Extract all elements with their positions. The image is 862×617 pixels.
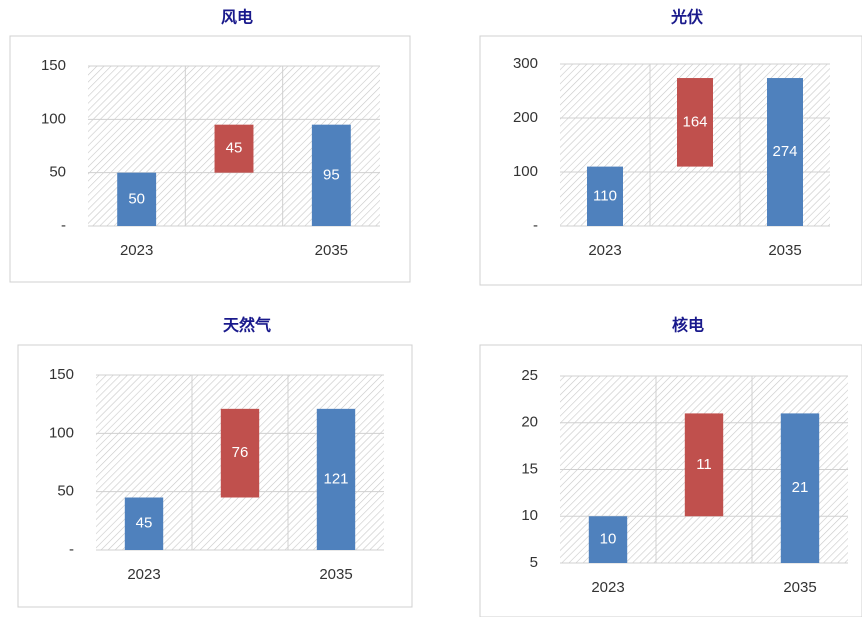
x-tick-label: 2035 bbox=[315, 242, 348, 259]
x-tick-label: 2035 bbox=[783, 579, 816, 596]
y-tick-label: 5 bbox=[530, 554, 538, 571]
bar bbox=[677, 78, 713, 167]
y-tick-label: 50 bbox=[49, 164, 66, 181]
bar bbox=[117, 172, 157, 226]
chart-title: 核电 bbox=[672, 316, 704, 335]
bar bbox=[588, 516, 628, 563]
x-tick-label: 2023 bbox=[127, 566, 160, 583]
y-tick-label: - bbox=[533, 217, 538, 234]
chart-title: 光伏 bbox=[670, 8, 703, 27]
y-tick-label: 150 bbox=[49, 366, 74, 383]
bar bbox=[684, 413, 724, 517]
data-label: 45 bbox=[136, 515, 153, 532]
x-tick-label: 2023 bbox=[591, 579, 624, 596]
y-tick-label: 100 bbox=[41, 110, 66, 127]
bar bbox=[587, 166, 623, 226]
y-tick-label: 100 bbox=[49, 424, 74, 441]
chart-frame bbox=[479, 35, 862, 286]
data-label: 274 bbox=[772, 143, 797, 160]
y-tick-label: 100 bbox=[513, 163, 538, 180]
x-tick-label: 2023 bbox=[120, 242, 153, 259]
y-tick-label: 300 bbox=[513, 55, 538, 72]
bar bbox=[220, 408, 260, 498]
data-label: 11 bbox=[696, 456, 712, 473]
bar bbox=[214, 124, 254, 173]
x-tick-label: 2035 bbox=[319, 566, 352, 583]
y-tick-label: 200 bbox=[513, 109, 538, 126]
chart-title: 天然气 bbox=[223, 316, 271, 335]
data-label: 45 bbox=[226, 140, 243, 157]
bar bbox=[311, 124, 351, 226]
data-label: 95 bbox=[323, 166, 340, 183]
bar bbox=[316, 408, 356, 550]
bar bbox=[767, 78, 803, 226]
y-tick-label: - bbox=[61, 217, 66, 234]
x-tick-label: 2035 bbox=[768, 242, 801, 259]
y-tick-label: 25 bbox=[521, 367, 538, 384]
y-tick-label: 15 bbox=[521, 460, 538, 477]
data-label: 76 bbox=[232, 444, 249, 461]
data-label: 164 bbox=[682, 113, 707, 130]
data-label: 110 bbox=[593, 187, 617, 204]
y-tick-label: 20 bbox=[521, 414, 538, 431]
chart-title: 风电 bbox=[221, 8, 253, 27]
data-label: 10 bbox=[600, 531, 617, 548]
x-tick-label: 2023 bbox=[588, 242, 621, 259]
y-tick-label: 10 bbox=[521, 507, 538, 524]
y-tick-label: 50 bbox=[57, 483, 74, 500]
data-label: 50 bbox=[128, 190, 145, 207]
chart-frame bbox=[17, 344, 413, 608]
data-label: 121 bbox=[323, 470, 348, 487]
chart-frame bbox=[479, 344, 862, 617]
bar bbox=[124, 497, 164, 550]
data-label: 21 bbox=[792, 479, 809, 496]
chart-frame bbox=[9, 35, 411, 283]
y-tick-label: 150 bbox=[41, 57, 66, 74]
bar bbox=[780, 413, 820, 563]
y-tick-label: - bbox=[69, 541, 74, 558]
